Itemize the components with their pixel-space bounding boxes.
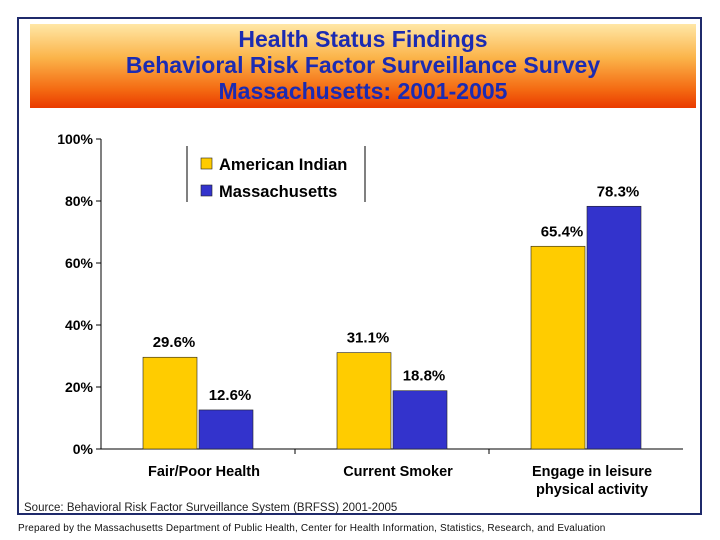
y-tick-label: 60% [65, 255, 94, 271]
footer-note: Prepared by the Massachusetts Department… [18, 523, 606, 534]
legend-swatch [200, 184, 213, 197]
x-tick-label: Current Smoker [343, 464, 453, 480]
y-tick-label: 20% [65, 379, 94, 395]
bar [392, 390, 448, 450]
title-line-1: Health Status Findings [238, 26, 488, 52]
legend-swatch [200, 157, 213, 170]
title-line-3: Massachusetts: 2001-2005 [218, 78, 508, 104]
x-tick-label: Engage in leisure physical activity [532, 464, 652, 498]
legend-label: Massachusetts [219, 183, 337, 201]
y-tick-label: 40% [65, 317, 94, 333]
data-label: 12.6% [209, 387, 252, 404]
bar [198, 409, 254, 450]
data-label: 65.4% [541, 223, 584, 240]
legend-label: American Indian [219, 156, 347, 174]
bar [586, 205, 642, 450]
bar [530, 245, 586, 450]
data-label: 18.8% [403, 368, 446, 385]
data-label: 29.6% [153, 334, 196, 351]
bar [336, 352, 392, 450]
y-tick-label: 80% [65, 193, 94, 209]
y-tick-label: 0% [73, 441, 94, 457]
y-tick-label: 100% [57, 131, 93, 147]
x-tick-label: Fair/Poor Health [148, 464, 260, 480]
data-label: 78.3% [597, 183, 640, 200]
title-line-2: Behavioral Risk Factor Surveillance Surv… [125, 52, 601, 78]
bar-chart: 0% 20% 40% 60% 80% 100% 29.6% 12.6% Fair/Poor He… [57, 131, 683, 498]
source-note: Source: Behavioral Risk Factor Surveilla… [24, 502, 398, 514]
bar [142, 356, 198, 450]
data-label: 31.1% [347, 330, 390, 347]
title-banner: Health Status Findings Behavioral Risk F… [30, 24, 696, 108]
